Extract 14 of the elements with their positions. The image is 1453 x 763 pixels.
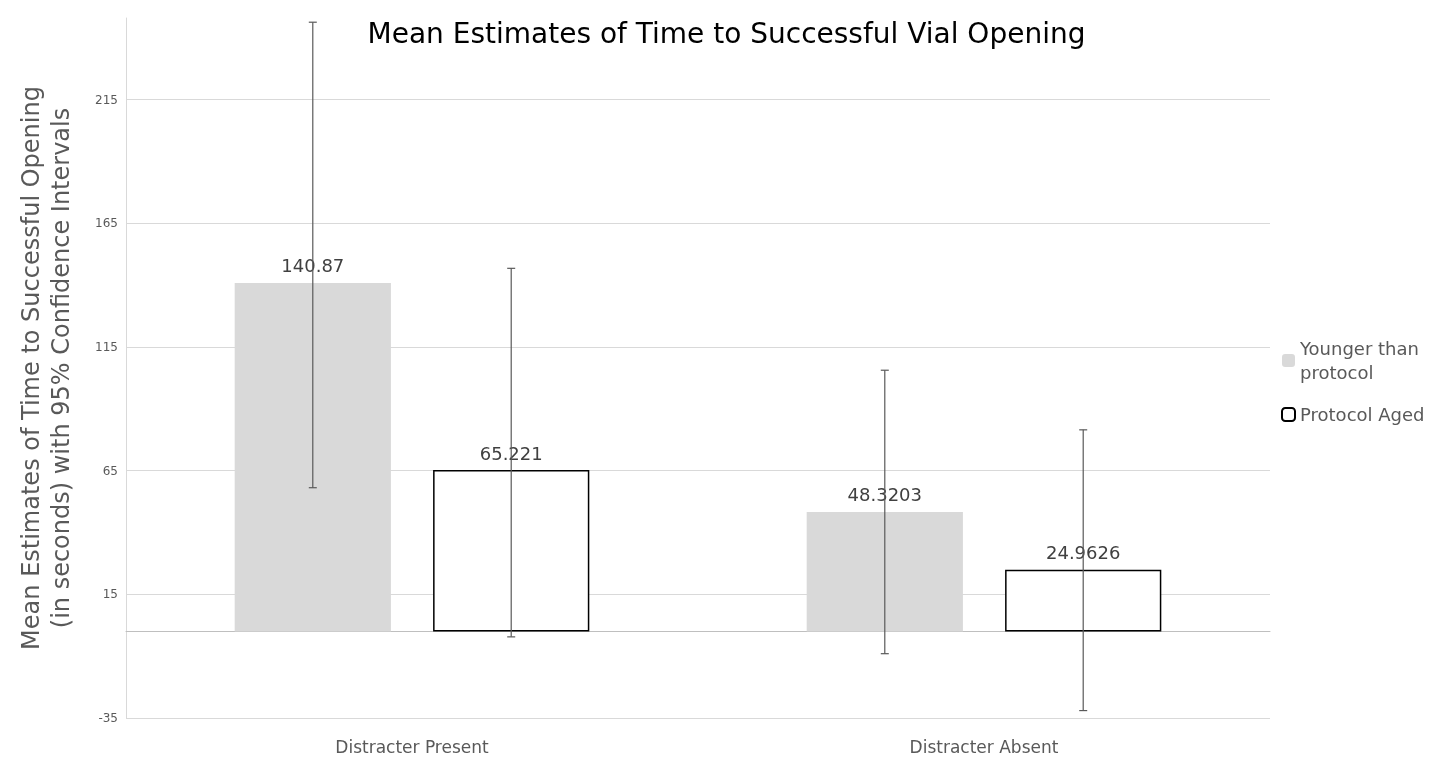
bar [433,470,590,632]
y-tick-label: -35 [98,711,118,725]
chart-title: Mean Estimates of Time to Successful Vial Opening [367,16,1086,50]
bar [1005,569,1162,632]
y-tick-label: 65 [102,463,118,478]
y-tick-label: 165 [95,216,118,231]
y-tick-label: 15 [102,587,118,602]
legend-label: Protocol Aged [1300,404,1425,425]
legend-label: Younger than protocol [1299,338,1425,383]
x-tick-label: Distracter Present [335,736,490,757]
y-axis-title: Mean Estimates of Time to Successful Opening (in seconds) with 95% Confidence Intervals [17,86,75,650]
x-tick-label: Distracter Absent [909,736,1059,757]
y-tick-label: 115 [95,339,118,354]
y-tick-label: 215 [95,92,118,107]
